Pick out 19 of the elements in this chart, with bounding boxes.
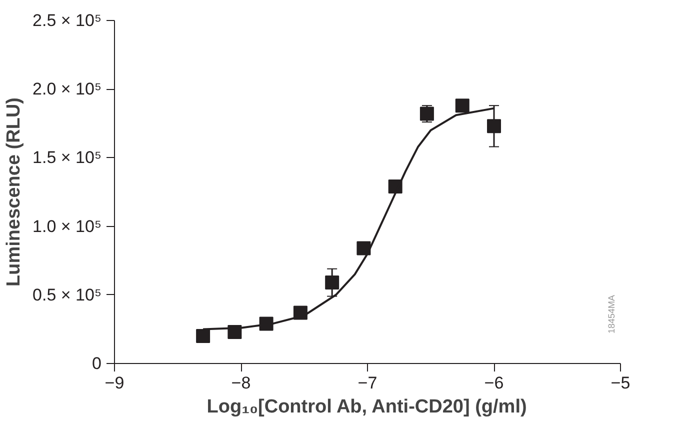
point <box>196 329 210 344</box>
y-tick-label: 2.5 × 10⁵ <box>32 11 102 30</box>
y-tick-label: 0.5 × 10⁵ <box>32 285 102 304</box>
x-tick-label: −6 <box>484 374 504 392</box>
x-tick-label: −5 <box>610 374 630 392</box>
y-tick-label: 1.5 × 10⁵ <box>32 148 102 168</box>
x-tick-label: −9 <box>104 374 124 392</box>
point <box>356 241 371 256</box>
x-tick-label: −8 <box>231 374 251 392</box>
point <box>455 98 470 113</box>
y-tick-label: 2.0 × 10⁵ <box>32 80 102 99</box>
point <box>487 119 501 134</box>
y-tick-label: 1.0 × 10⁵ <box>32 216 102 236</box>
annotation: 18454MA <box>606 294 616 334</box>
x-axis-title: Log₁₀[Control Ab, Anti-CD20] (g/ml) <box>206 396 527 418</box>
y-axis-title: Luminescence (RLU) <box>4 98 25 286</box>
point <box>325 276 340 290</box>
y-tick-label: 0 <box>92 354 102 373</box>
x-tick-label: −7 <box>358 374 378 392</box>
